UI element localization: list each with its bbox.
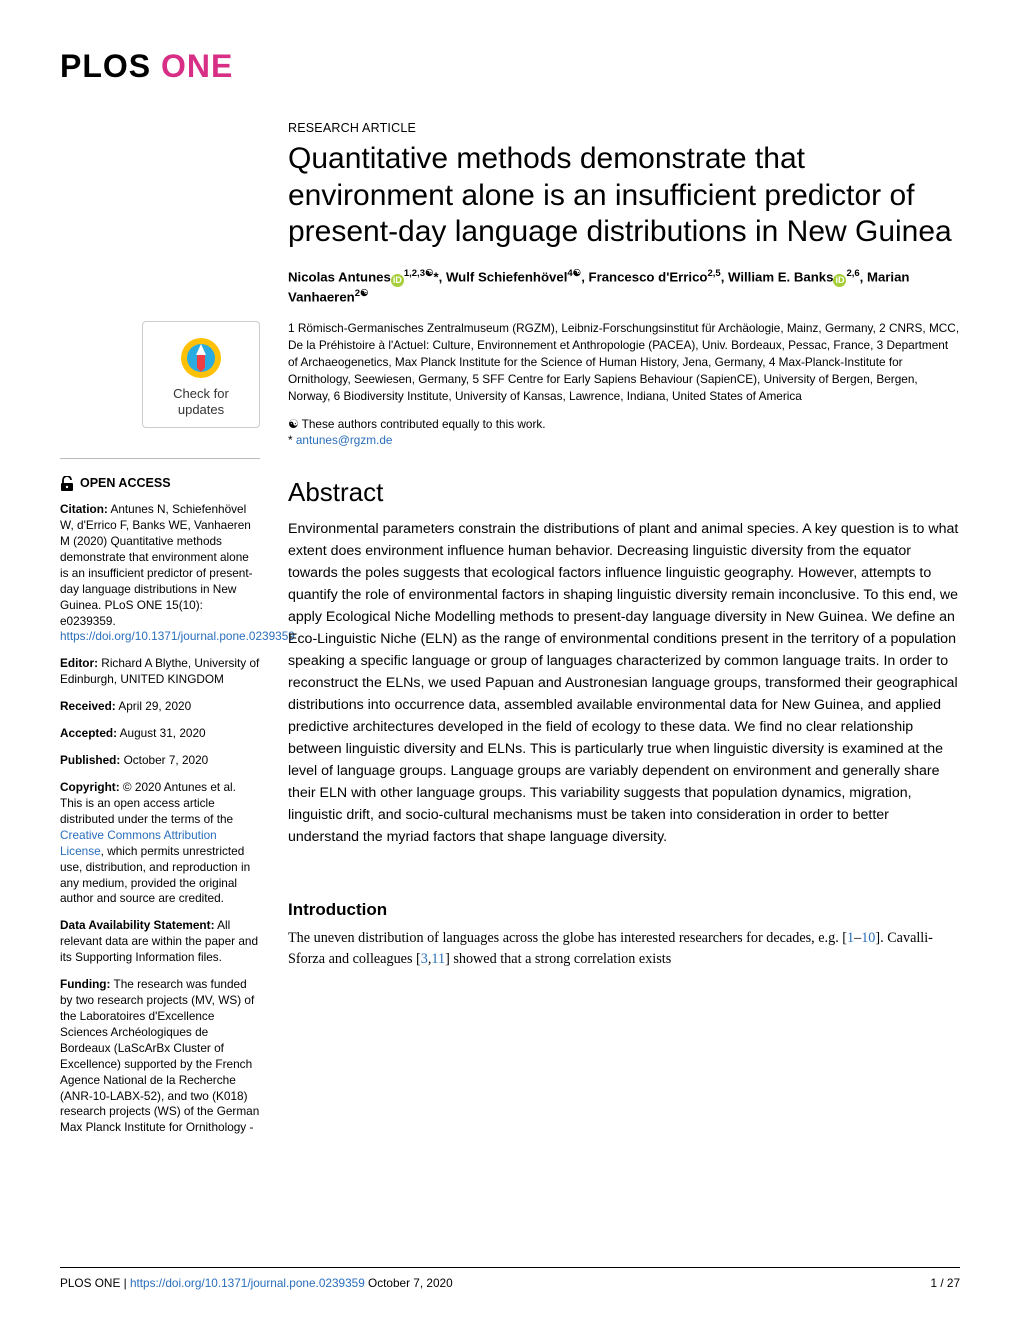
journal-logo: PLOS ONE	[60, 48, 960, 85]
footer-page-number: 1 / 27	[930, 1276, 960, 1290]
journal-one: ONE	[161, 48, 233, 84]
affiliations: 1 Römisch-Germanisches Zentralmuseum (RG…	[288, 320, 960, 405]
author-4: , William E. Banks	[721, 269, 834, 284]
author-3: , Francesco d'Errico	[581, 269, 707, 284]
author-2-sup: 4☯	[567, 268, 581, 279]
editor-block: Editor: Richard A Blythe, University of …	[60, 656, 260, 688]
introduction-paragraph: The uneven distribution of languages acr…	[288, 928, 960, 971]
ref-link-11[interactable]: 11	[431, 951, 445, 967]
check-for-updates-badge[interactable]: Check for updates	[142, 321, 260, 428]
open-access-label: OPEN ACCESS	[80, 475, 171, 492]
funding-text: The research was funded by two research …	[60, 977, 259, 1134]
sidebar: Check for updates OPEN ACCESS Citation: …	[60, 121, 260, 1147]
editor-label: Editor:	[60, 656, 98, 670]
received-block: Received: April 29, 2020	[60, 699, 260, 715]
copyright-label: Copyright:	[60, 780, 120, 794]
check-updates-line2: updates	[151, 402, 251, 418]
abstract-heading: Abstract	[288, 477, 960, 508]
author-5-sup: 2☯	[355, 288, 369, 299]
accepted-block: Accepted: August 31, 2020	[60, 726, 260, 742]
published-label: Published:	[60, 753, 120, 767]
data-availability-block: Data Availability Statement: All relevan…	[60, 918, 260, 966]
citation-doi-link[interactable]: https://doi.org/10.1371/journal.pone.023…	[60, 629, 295, 643]
orcid-icon[interactable]: iD	[391, 274, 404, 287]
content-columns: Check for updates OPEN ACCESS Citation: …	[60, 121, 960, 1147]
open-access-row: OPEN ACCESS	[60, 475, 260, 492]
abstract-text: Environmental parameters constrain the d…	[288, 518, 960, 848]
main-column: RESEARCH ARTICLE Quantitative methods de…	[288, 121, 960, 1147]
author-4-sup: 2,6	[846, 268, 859, 279]
footer-journal: PLOS ONE |	[60, 1276, 130, 1290]
funding-label: Funding:	[60, 977, 110, 991]
journal-plos: PLOS	[60, 48, 151, 84]
page-footer: PLOS ONE | https://doi.org/10.1371/journ…	[60, 1267, 960, 1290]
citation-block: Citation: Antunes N, Schiefenhövel W, d'…	[60, 502, 260, 645]
footer-date: October 7, 2020	[365, 1276, 453, 1290]
ref-link-3[interactable]: 3	[421, 951, 428, 967]
ref-link-10[interactable]: 10	[861, 930, 875, 946]
sidebar-divider	[60, 458, 260, 459]
accepted-text: August 31, 2020	[117, 726, 206, 740]
orcid-icon[interactable]: iD	[833, 274, 846, 287]
intro-text-1: The uneven distribution of languages acr…	[288, 930, 847, 946]
received-label: Received:	[60, 699, 116, 713]
author-3-sup: 2,5	[707, 268, 720, 279]
accepted-label: Accepted:	[60, 726, 117, 740]
citation-label: Citation:	[60, 502, 108, 516]
article-type: RESEARCH ARTICLE	[288, 121, 960, 135]
article-title: Quantitative methods demonstrate that en…	[288, 141, 960, 251]
corr-star: *	[288, 433, 296, 447]
data-label: Data Availability Statement:	[60, 918, 215, 932]
check-updates-line1: Check for	[151, 386, 251, 402]
open-access-lock-icon	[60, 476, 74, 492]
footer-left: PLOS ONE | https://doi.org/10.1371/journ…	[60, 1276, 453, 1290]
corresponding-author: * antunes@rgzm.de	[288, 433, 960, 447]
copyright-block: Copyright: © 2020 Antunes et al. This is…	[60, 780, 260, 907]
published-block: Published: October 7, 2020	[60, 753, 260, 769]
published-text: October 7, 2020	[120, 753, 208, 767]
author-list: Nicolas AntunesiD1,2,3☯*, Wulf Schiefenh…	[288, 267, 960, 308]
equal-contribution-note: ☯ These authors contributed equally to t…	[288, 417, 960, 431]
author-1: Nicolas Antunes	[288, 269, 391, 284]
funding-block: Funding: The research was funded by two …	[60, 977, 260, 1136]
received-text: April 29, 2020	[116, 699, 191, 713]
citation-text: Antunes N, Schiefenhövel W, d'Errico F, …	[60, 502, 253, 627]
introduction-heading: Introduction	[288, 900, 960, 920]
corr-email-link[interactable]: antunes@rgzm.de	[296, 433, 393, 447]
crossmark-icon	[179, 336, 223, 380]
author-2: , Wulf Schiefenhövel	[439, 269, 568, 284]
footer-doi-link[interactable]: https://doi.org/10.1371/journal.pone.023…	[130, 1276, 365, 1290]
author-1-sup: 1,2,3☯	[404, 268, 434, 279]
intro-text-3: ] showed that a strong correlation exist…	[445, 951, 671, 967]
